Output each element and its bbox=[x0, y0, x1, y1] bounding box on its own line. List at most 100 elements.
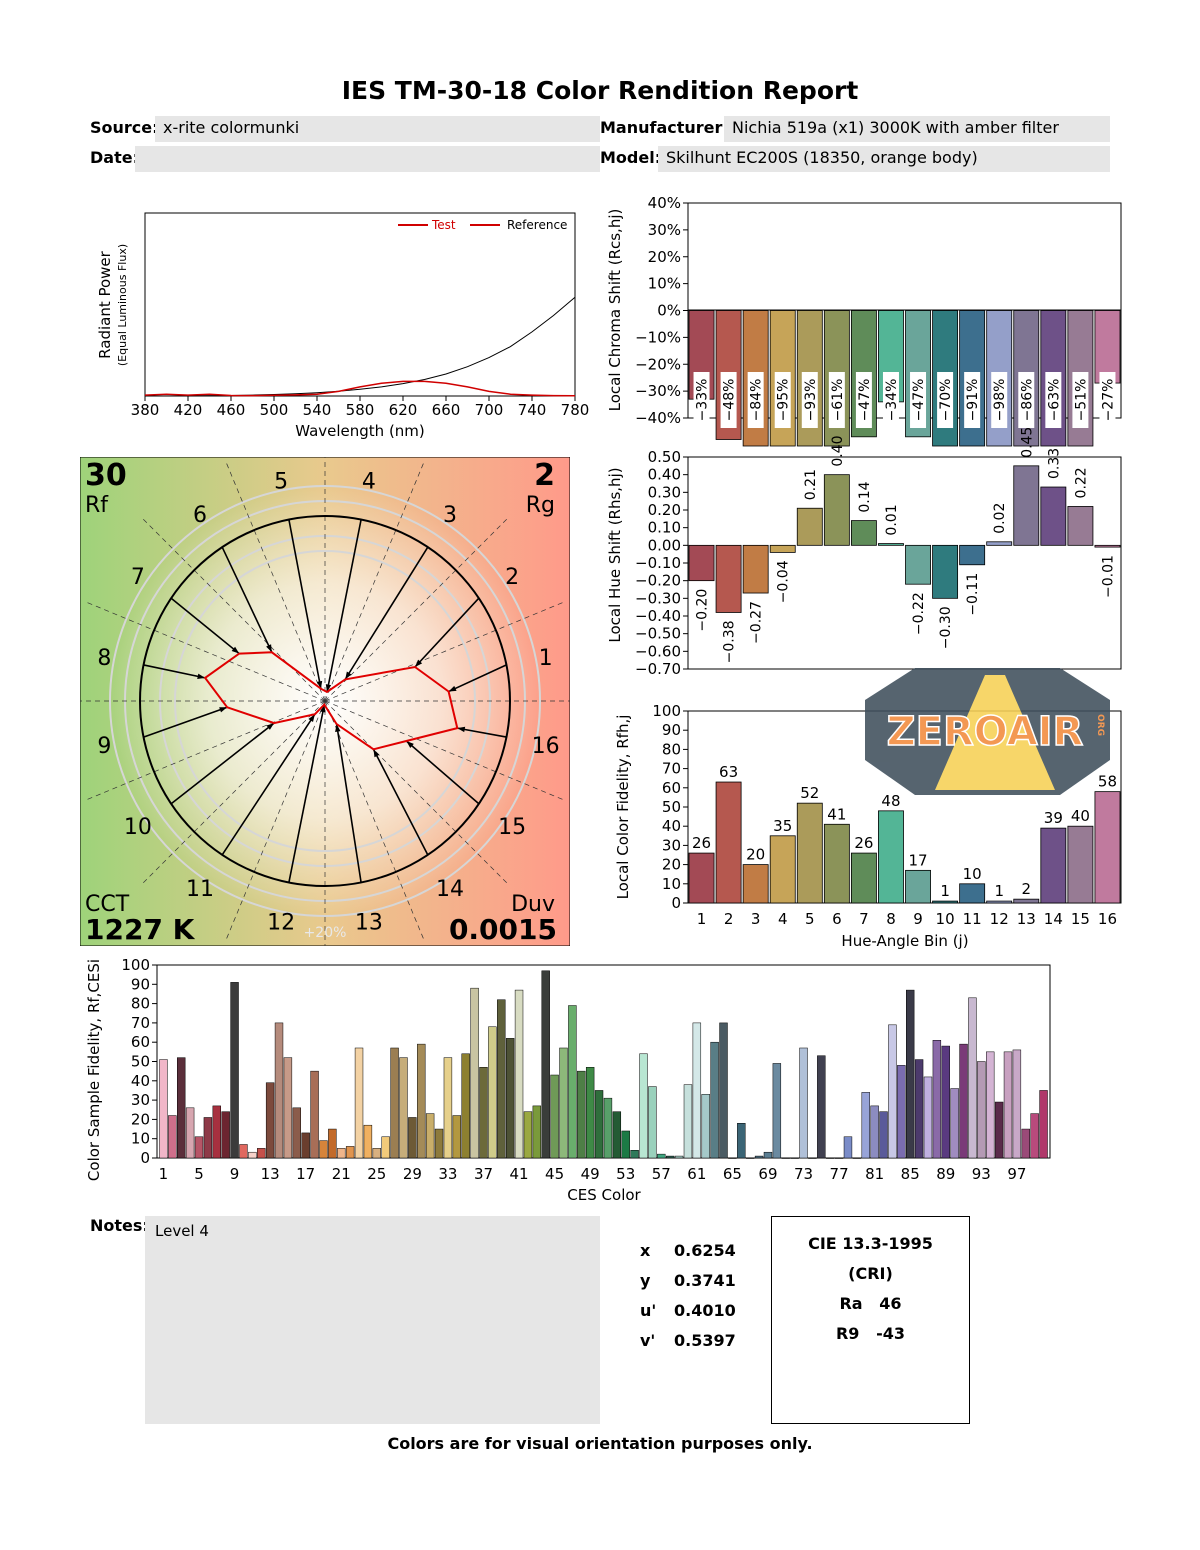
chroma-value-label: −91% bbox=[965, 379, 981, 422]
ces-bar bbox=[221, 1111, 230, 1159]
ces-bar bbox=[986, 1051, 995, 1159]
ces-bar bbox=[292, 1107, 301, 1159]
ces-ytick-label: 90 bbox=[131, 975, 150, 993]
fidelity-value-label: 1 bbox=[940, 882, 950, 900]
fidelity-value-label: 26 bbox=[692, 834, 711, 852]
cri-title: CIE 13.3-1995 bbox=[808, 1234, 933, 1253]
cri-box: CIE 13.3-1995 (CRI) Ra 46 R9 -43 bbox=[771, 1216, 970, 1424]
ytick-label: 0.20 bbox=[648, 501, 681, 519]
ces-bar bbox=[897, 1065, 906, 1159]
ces-bar bbox=[674, 1155, 684, 1159]
ces-bar bbox=[692, 1022, 702, 1159]
spectrum-tick-label: 580 bbox=[346, 401, 375, 419]
ces-bar bbox=[212, 1105, 221, 1159]
ces-bar bbox=[861, 1092, 870, 1159]
ces-bar bbox=[648, 1086, 657, 1159]
ces-xtick-label: 97 bbox=[1007, 1165, 1026, 1183]
ces-bar bbox=[612, 1111, 622, 1159]
xtick-label: 3 bbox=[751, 910, 761, 928]
chroma-label-bg bbox=[1072, 372, 1089, 428]
ces-bar bbox=[843, 1136, 853, 1159]
ces-bar bbox=[417, 1043, 426, 1159]
ytick-label: 0.30 bbox=[648, 483, 681, 501]
ces-ytick-label: 50 bbox=[131, 1053, 150, 1071]
chroma-u-row: u' 0.4010 bbox=[640, 1301, 736, 1320]
ces-bar bbox=[523, 1111, 533, 1159]
cri-r9-row: R9 -43 bbox=[835, 1324, 906, 1343]
chroma-label-bg bbox=[774, 372, 791, 428]
ces-bar bbox=[239, 1144, 248, 1159]
ytick-label: 0 bbox=[671, 894, 681, 912]
ces-xtick-label: 13 bbox=[261, 1165, 280, 1183]
cvg-bin-label-4: 4 bbox=[362, 469, 376, 494]
cvg-arrow-4 bbox=[326, 519, 362, 693]
date-label: Date: bbox=[90, 148, 139, 167]
ces-bar bbox=[532, 1105, 542, 1159]
chroma-label-bg bbox=[1099, 372, 1116, 428]
xtick-label: 5 bbox=[805, 910, 815, 928]
bar-bin-1 bbox=[688, 852, 715, 904]
chroma-value-label: −70% bbox=[938, 379, 954, 422]
ytick-label: 30% bbox=[648, 221, 681, 239]
duv-label: Duv bbox=[511, 892, 555, 917]
ces-bar bbox=[168, 1115, 177, 1159]
bar-bin-5 bbox=[796, 507, 823, 546]
ces-xtick-label: 5 bbox=[194, 1165, 204, 1183]
spectrum-tick-label: 660 bbox=[432, 401, 461, 419]
cvg-spoke bbox=[324, 700, 566, 801]
bar-bin-12 bbox=[986, 900, 1013, 904]
ces-bar bbox=[621, 1130, 630, 1159]
chroma-x-row: x 0.6254 bbox=[640, 1241, 736, 1260]
legend-reference: Reference bbox=[507, 218, 567, 232]
hue-value-label: −0.04 bbox=[776, 560, 792, 603]
cvg-spoke bbox=[140, 700, 326, 886]
ytick-label: −0.20 bbox=[635, 572, 681, 590]
ces-ytick-label: 20 bbox=[131, 1110, 150, 1128]
fidelity-value-label: 63 bbox=[719, 763, 738, 781]
cvg-bin-label-11: 11 bbox=[186, 877, 214, 902]
ces-bar bbox=[381, 1136, 390, 1159]
ces-bar bbox=[719, 1022, 728, 1159]
ytick-label: 0.10 bbox=[648, 519, 681, 537]
cvg-arrowhead-14 bbox=[373, 749, 380, 758]
hue-value-label: −0.38 bbox=[722, 620, 738, 663]
xtick-label: 14 bbox=[1044, 910, 1063, 928]
ces-bar bbox=[959, 1043, 968, 1159]
ces-xtick-label: 1 bbox=[159, 1165, 169, 1183]
cvg-spoke bbox=[324, 700, 510, 886]
cvg-arrowhead-12 bbox=[320, 704, 326, 713]
xtick-label: 11 bbox=[963, 910, 982, 928]
cvg-arrow-14 bbox=[372, 748, 429, 856]
bar-bin-7 bbox=[850, 520, 877, 546]
ces-bar bbox=[790, 1157, 799, 1159]
fidelity-value-label: 2 bbox=[1022, 880, 1032, 898]
chroma-value-label: −34% bbox=[884, 379, 900, 422]
ces-bar bbox=[870, 1105, 879, 1159]
ces-ylabel: Color Sample Fidelity, Rf,CESi bbox=[85, 959, 103, 1181]
ytick-label: −30% bbox=[635, 382, 681, 400]
notes-box: Level 4 bbox=[145, 1216, 600, 1424]
ytick-label: 20 bbox=[662, 856, 681, 874]
cvg-arrowhead-3 bbox=[345, 671, 352, 680]
fidelity-value-label: 35 bbox=[773, 817, 792, 835]
bar-bin-8 bbox=[878, 810, 904, 904]
chroma-value-label: −27% bbox=[1100, 379, 1116, 422]
bar-bin-9 bbox=[905, 544, 931, 585]
ces-xtick-label: 81 bbox=[865, 1165, 884, 1183]
source-value: x-rite colormunki bbox=[155, 116, 600, 142]
hue-value-label: 0.33 bbox=[1046, 448, 1062, 479]
cvg-bin-label-2: 2 bbox=[505, 565, 519, 590]
ces-bar bbox=[257, 1148, 266, 1159]
cvg-arrow-5 bbox=[288, 519, 322, 689]
fidelity-value-label: 39 bbox=[1044, 809, 1063, 827]
xtick-label: 7 bbox=[859, 910, 869, 928]
ces-bar bbox=[283, 1057, 293, 1159]
bar-bin-3 bbox=[742, 544, 769, 594]
ces-ytick-label: 80 bbox=[131, 995, 150, 1013]
ces-bar bbox=[683, 1084, 693, 1159]
ytick-label: −0.10 bbox=[635, 554, 681, 572]
ces-bar bbox=[728, 1157, 737, 1159]
ytick-label: 40 bbox=[662, 817, 681, 835]
bar-bin-4 bbox=[769, 835, 796, 904]
cri-ra-row: Ra 46 bbox=[839, 1294, 902, 1313]
